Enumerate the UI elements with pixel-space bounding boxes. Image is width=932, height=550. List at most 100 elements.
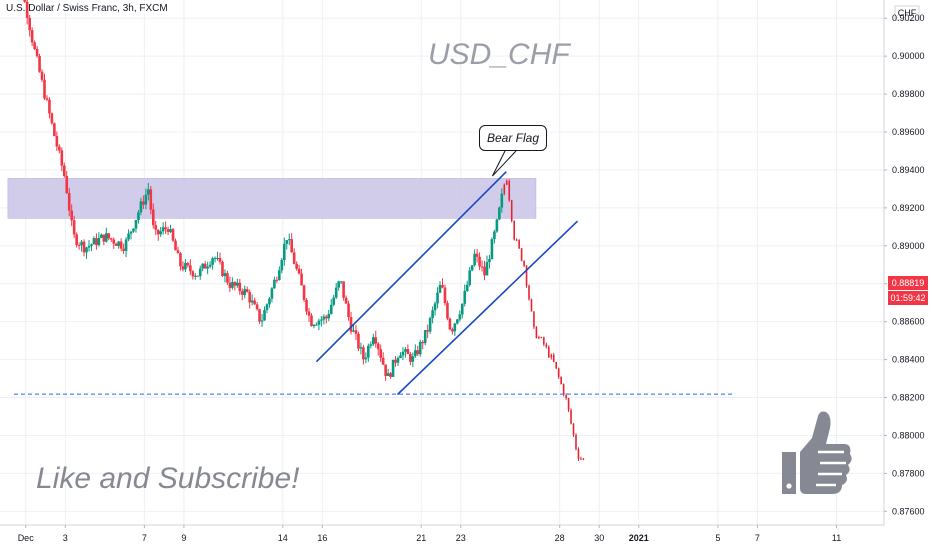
candle-body bbox=[211, 258, 214, 265]
candle-body bbox=[268, 298, 271, 305]
candle-body bbox=[45, 98, 49, 100]
candle-body bbox=[295, 263, 298, 269]
time-tick-label: 3 bbox=[63, 533, 68, 543]
candle-body bbox=[90, 244, 93, 246]
price-tick-label: 0.89800 bbox=[892, 89, 925, 99]
candle-body bbox=[495, 219, 499, 232]
candle-body bbox=[334, 287, 338, 298]
candle-body bbox=[245, 289, 249, 292]
candle-body bbox=[240, 291, 244, 295]
candle-body bbox=[23, 0, 27, 2]
candle-body bbox=[305, 299, 308, 312]
candle-body bbox=[567, 398, 570, 411]
candle-body bbox=[367, 345, 370, 358]
candle-body bbox=[550, 354, 553, 358]
candle-body bbox=[344, 297, 348, 304]
candle-body bbox=[203, 263, 207, 269]
candle-body bbox=[282, 243, 286, 260]
candle-body bbox=[33, 42, 36, 49]
candle-body bbox=[164, 227, 167, 230]
candle-body bbox=[186, 263, 190, 266]
candle-body bbox=[62, 165, 66, 177]
candle-body bbox=[53, 123, 56, 136]
candle-body bbox=[582, 458, 585, 460]
candle-body bbox=[82, 241, 86, 253]
candle-body bbox=[443, 287, 447, 304]
candle-body bbox=[523, 260, 525, 266]
candle-body bbox=[416, 350, 420, 355]
symbol-title: U.S. Dollar / Swiss Franc, 3h, FXCM bbox=[6, 3, 168, 14]
channel-upper-line[interactable] bbox=[315, 171, 507, 363]
time-tick-label: 21 bbox=[416, 533, 426, 543]
candle-body bbox=[374, 337, 378, 344]
candle-body bbox=[255, 304, 259, 310]
candle-body bbox=[409, 353, 412, 362]
candle-body bbox=[441, 285, 444, 288]
candle-body bbox=[149, 189, 153, 210]
candle-body bbox=[144, 194, 148, 205]
candle-body bbox=[493, 231, 496, 240]
candle-body bbox=[25, 1, 29, 18]
candle-body bbox=[458, 314, 462, 320]
countdown-tag: 01:59:42 bbox=[888, 291, 928, 305]
candle-body bbox=[77, 245, 81, 247]
candle-body bbox=[401, 351, 405, 356]
candle-body bbox=[359, 347, 363, 349]
candle-body bbox=[55, 135, 59, 147]
price-axis[interactable] bbox=[884, 0, 932, 550]
candle-body bbox=[70, 210, 73, 221]
time-tick-label: Dec bbox=[18, 533, 35, 543]
candle-body bbox=[50, 113, 54, 124]
candle-body bbox=[560, 376, 562, 385]
currency-box[interactable] bbox=[894, 5, 920, 21]
candle-body bbox=[394, 359, 397, 363]
candle-body bbox=[181, 266, 185, 270]
candle-body bbox=[552, 354, 555, 362]
time-axis[interactable] bbox=[0, 525, 884, 550]
candle-body bbox=[278, 270, 281, 280]
candle-body bbox=[396, 358, 400, 363]
candle-body bbox=[329, 304, 333, 314]
candle-body bbox=[381, 357, 385, 365]
candle-body bbox=[238, 282, 242, 292]
candle-body bbox=[65, 176, 69, 194]
candle-body bbox=[508, 181, 511, 201]
candle-body bbox=[43, 79, 46, 99]
candle-body bbox=[67, 193, 71, 211]
candle-body bbox=[216, 258, 219, 260]
candle-body bbox=[565, 394, 567, 399]
candle-body bbox=[570, 410, 572, 424]
resistance-zone[interactable] bbox=[7, 178, 537, 219]
time-tick-label: 9 bbox=[181, 533, 186, 543]
candle-body bbox=[518, 240, 520, 249]
price-tick-label: 0.90200 bbox=[892, 13, 925, 23]
price-tick-label: 0.90000 bbox=[892, 51, 925, 61]
candle-body bbox=[179, 253, 182, 267]
candle-body bbox=[379, 349, 382, 358]
bear-flag-callout[interactable]: Bear Flag bbox=[479, 125, 547, 151]
plot-area bbox=[0, 0, 884, 525]
candle-body bbox=[349, 317, 353, 332]
candle-body bbox=[315, 324, 318, 326]
candle-body bbox=[196, 275, 200, 277]
candle-body bbox=[325, 316, 328, 319]
candle-body bbox=[555, 361, 558, 369]
candle-body bbox=[342, 281, 345, 298]
time-tick-label: 5 bbox=[715, 533, 720, 543]
candle-body bbox=[421, 342, 425, 344]
candle-body bbox=[174, 240, 177, 251]
candle-body bbox=[371, 337, 375, 345]
channel-lower-line[interactable] bbox=[396, 220, 579, 396]
candle-body bbox=[389, 373, 392, 377]
candle-body bbox=[426, 330, 429, 332]
candle-body bbox=[577, 449, 580, 459]
candle-body bbox=[468, 270, 471, 285]
candle-body bbox=[307, 311, 311, 316]
candle-body bbox=[513, 221, 515, 240]
candle-body bbox=[478, 256, 481, 267]
candle-body bbox=[171, 229, 175, 241]
candle-body bbox=[228, 282, 232, 288]
candle-body bbox=[275, 279, 279, 281]
